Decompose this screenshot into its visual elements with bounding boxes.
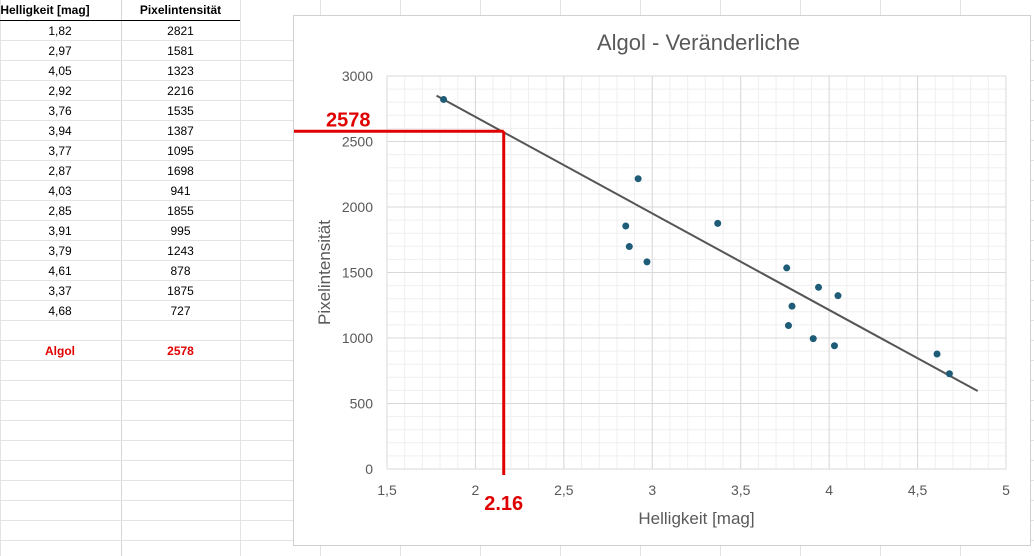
cell-helligkeit[interactable]: 3,37: [48, 284, 72, 298]
cell-pixelintensitaet[interactable]: 1535: [167, 104, 194, 118]
data-point: [809, 335, 817, 343]
cell-helligkeit[interactable]: 2,87: [48, 164, 72, 178]
data-point: [783, 264, 791, 272]
x-tick-label: 5: [1002, 482, 1010, 498]
x-axis-title: Helligkeit [mag]: [638, 509, 754, 528]
data-point: [788, 302, 796, 310]
y-axis-title: Pixelintensität: [315, 220, 334, 325]
data-point: [933, 350, 941, 358]
cell-helligkeit[interactable]: 3,94: [48, 124, 72, 138]
annotation-y-label: 2578: [326, 109, 371, 131]
cell-helligkeit[interactable]: 3,76: [48, 104, 72, 118]
cell-pixelintensitaet[interactable]: 1875: [167, 284, 194, 298]
header-underline: [0, 20, 240, 21]
cell-algol-label[interactable]: Algol: [45, 344, 75, 358]
cell-pixelintensitaet[interactable]: 995: [170, 224, 191, 238]
data-point: [625, 243, 633, 251]
data-point: [643, 258, 651, 266]
x-tick-label: 1,5: [377, 482, 397, 498]
cell-pixelintensitaet[interactable]: 2216: [167, 84, 194, 98]
x-tick-label: 4: [825, 482, 833, 498]
x-tick-label: 2: [472, 482, 480, 498]
x-tick-label: 2,5: [554, 482, 574, 498]
cell-pixelintensitaet[interactable]: 878: [170, 264, 191, 278]
column-header[interactable]: Pixelintensität: [139, 3, 222, 17]
data-point: [714, 219, 722, 227]
cell-helligkeit[interactable]: 2,97: [48, 44, 72, 58]
data-point: [784, 322, 792, 330]
data-point: [440, 95, 448, 103]
grid-col-line: [0, 0, 1, 556]
y-tick-label: 1500: [342, 265, 373, 281]
cell-pixelintensitaet[interactable]: 1323: [167, 64, 194, 78]
data-point: [834, 292, 842, 300]
cell-pixelintensitaet[interactable]: 727: [170, 304, 191, 318]
annotation-x-label: 2.16: [484, 493, 523, 515]
cell-helligkeit[interactable]: 2,85: [48, 204, 72, 218]
cell-helligkeit[interactable]: 4,05: [48, 64, 72, 78]
cell-helligkeit[interactable]: 4,03: [48, 184, 72, 198]
data-point: [945, 370, 953, 378]
chart-title: Algol - Veränderliche: [597, 30, 800, 55]
y-tick-label: 1000: [342, 330, 373, 346]
chart-area[interactable]: Algol - Veränderliche 1,5 2 2,5 3 3,5 4 4,5 5 0 50…: [293, 15, 1031, 546]
cell-helligkeit[interactable]: 4,68: [48, 304, 72, 318]
data-point: [815, 283, 823, 291]
cell-helligkeit[interactable]: 3,79: [48, 244, 72, 258]
data-point: [830, 342, 838, 350]
cell-pixelintensitaet[interactable]: 1855: [167, 204, 194, 218]
y-tick-label: 3000: [342, 68, 373, 84]
grid-col-line: [121, 0, 122, 556]
y-tick-label: 2000: [342, 199, 373, 215]
cell-pixelintensitaet[interactable]: 2821: [167, 24, 194, 38]
x-tick-label: 4,5: [908, 482, 928, 498]
cell-helligkeit[interactable]: 4,61: [48, 264, 72, 278]
x-tick-label: 3,5: [731, 482, 751, 498]
grid-col-line: [240, 0, 241, 556]
x-tick-label: 3: [648, 482, 656, 498]
cell-pixelintensitaet[interactable]: 1698: [167, 164, 194, 178]
cell-pixelintensitaet[interactable]: 941: [170, 184, 191, 198]
cell-pixelintensitaet[interactable]: 1095: [167, 144, 194, 158]
cell-algol-value[interactable]: 2578: [167, 344, 194, 358]
cell-helligkeit[interactable]: 1,82: [48, 24, 72, 38]
data-point: [622, 222, 630, 230]
y-tick-label: 0: [365, 461, 373, 477]
cell-helligkeit[interactable]: 2,92: [48, 84, 72, 98]
data-point: [634, 175, 642, 183]
trendline: [436, 94, 979, 392]
cell-pixelintensitaet[interactable]: 1243: [167, 244, 194, 258]
y-tick-label: 500: [350, 396, 374, 412]
cell-helligkeit[interactable]: 3,77: [48, 144, 72, 158]
cell-pixelintensitaet[interactable]: 1387: [167, 124, 194, 138]
cell-pixelintensitaet[interactable]: 1581: [167, 44, 194, 58]
cell-helligkeit[interactable]: 3,91: [48, 224, 72, 238]
scatter-chart: Algol - Veränderliche 1,5 2 2,5 3 3,5 4 4,5 5 0 50…: [294, 30, 1010, 528]
y-tick-label: 2500: [342, 134, 373, 150]
column-header[interactable]: Helligkeit [mag]: [0, 3, 90, 17]
